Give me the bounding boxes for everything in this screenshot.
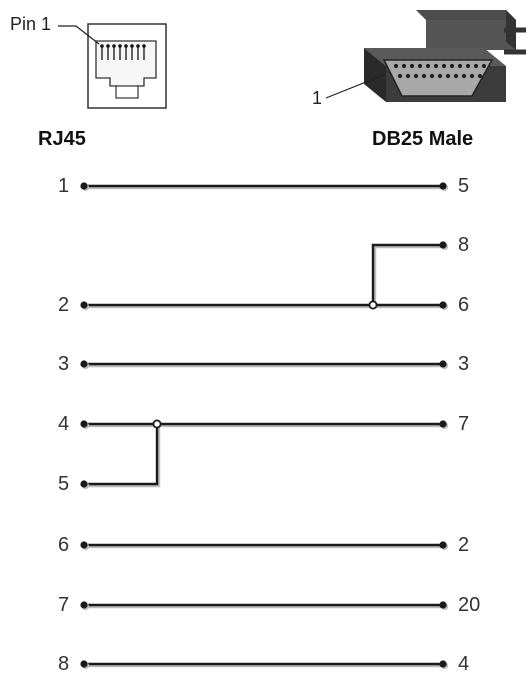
db25-pin1-leader-line: [325, 73, 387, 99]
db25-title: DB25 Male: [372, 128, 473, 150]
jumper-wire-shadow: [86, 426, 161, 488]
db25-pin-label: 6: [458, 294, 469, 316]
rj45-pin-dot: [80, 182, 88, 190]
rj45-pin-dot: [80, 601, 88, 609]
db25-pin-dot: [439, 360, 447, 368]
rj45-pin-dot: [80, 360, 88, 368]
db25-pin-dot: [439, 660, 447, 668]
rj45-pin-dot: [80, 541, 88, 549]
wire-junction-dot: [152, 419, 162, 429]
jumper-wire: [371, 243, 443, 305]
rj45-pin-dot: [80, 660, 88, 668]
wire-junction-dot: [368, 300, 378, 310]
rj45-pin-label: 6: [58, 534, 69, 556]
db25-pin-labels: 5 8 6 3 7 2 20 4: [458, 175, 480, 675]
rj45-pin-label: 1: [58, 175, 69, 197]
db25-pin-dot: [439, 182, 447, 190]
rj45-pin1-leader-line: [58, 25, 100, 45]
db25-pin-dot: [439, 301, 447, 309]
rj45-pin-label: 8: [58, 653, 69, 675]
rj45-pin-labels: 1 2 3 4 5 6 7 8: [58, 175, 69, 675]
rj45-pin1-callout-label: Pin 1: [10, 14, 51, 34]
jumper-wire-shadow: [373, 245, 445, 307]
db25-pin-label: 3: [458, 353, 469, 375]
db25-pin-dot: [439, 241, 447, 249]
wire-group: [80, 182, 449, 670]
db25-pin-label: 5: [458, 175, 469, 197]
db25-connector-icon: [364, 10, 526, 102]
rj45-pin-label: 3: [58, 353, 69, 375]
db25-pin-label: 20: [458, 594, 480, 616]
db25-pin1-callout-label: 1: [312, 88, 322, 108]
rj45-pin-dot: [80, 301, 88, 309]
rj45-pin-dot: [80, 480, 88, 488]
rj45-pin-label: 2: [58, 294, 69, 316]
db25-pin-label: 2: [458, 534, 469, 556]
db25-pin-dot: [439, 420, 447, 428]
db25-pin-dot: [439, 601, 447, 609]
db25-pin-label: 8: [458, 234, 469, 256]
db25-pin-label: 7: [458, 413, 469, 435]
rj45-jack-icon: [87, 23, 167, 109]
rj45-pin-label: 5: [58, 473, 69, 495]
jumper-wire: [84, 424, 159, 486]
rj45-pin-label: 4: [58, 413, 69, 435]
db25-pin-dot: [439, 541, 447, 549]
rj45-title: RJ45: [38, 128, 86, 150]
db25-pin-label: 4: [458, 653, 469, 675]
rj45-pin-label: 7: [58, 594, 69, 616]
rj45-pin-dot: [80, 420, 88, 428]
